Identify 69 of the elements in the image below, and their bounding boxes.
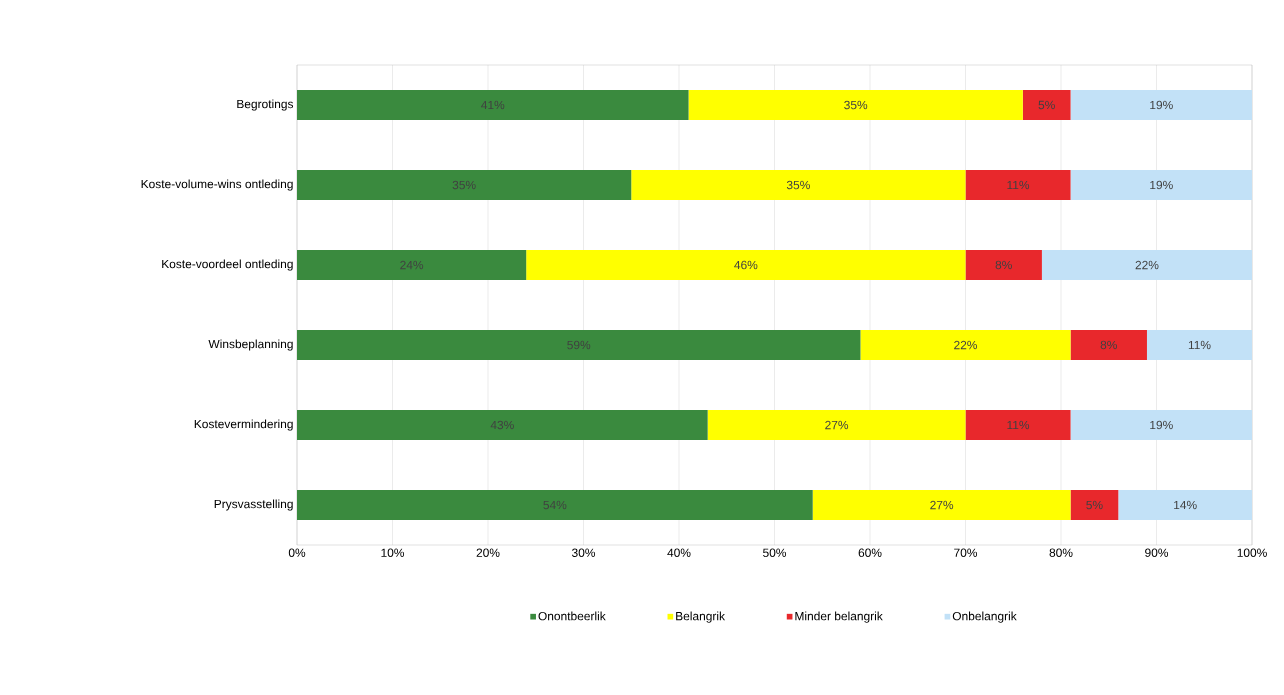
data-label: 14% xyxy=(1174,500,1197,510)
data-label: 11% xyxy=(1188,340,1211,350)
legend-label: Minder belangrik xyxy=(795,611,883,623)
data-label: 5% xyxy=(1038,100,1055,110)
bar xyxy=(631,170,966,200)
x-tick-label: 10% xyxy=(381,548,405,557)
data-label: 22% xyxy=(1135,260,1159,270)
x-tick-label: 100% xyxy=(1237,548,1267,557)
x-tick-label: 70% xyxy=(954,548,978,557)
data-label: 24% xyxy=(400,260,424,270)
data-label: 8% xyxy=(1100,340,1117,350)
bar xyxy=(965,250,1042,280)
bar xyxy=(1070,90,1253,120)
bar xyxy=(965,170,1071,200)
data-label: 46% xyxy=(734,260,758,270)
data-label: 59% xyxy=(567,340,591,350)
x-tick-label: 20% xyxy=(476,548,500,557)
y-tick-label: Koste-voordeel ontleding xyxy=(162,259,293,271)
data-label: 11% xyxy=(1007,180,1030,190)
x-tick-label: 40% xyxy=(667,548,691,557)
bar xyxy=(1118,490,1253,520)
data-label: 35% xyxy=(844,100,868,110)
bar xyxy=(297,170,632,200)
legend-label: Onontbeerlik xyxy=(538,611,606,621)
legend-label: Belangrik xyxy=(676,611,726,623)
x-tick-label: 80% xyxy=(1049,548,1073,557)
data-label: 27% xyxy=(825,420,849,430)
legend-label: Onbelangrik xyxy=(952,611,1017,623)
bar xyxy=(1070,410,1253,440)
y-tick-label: Begrotings xyxy=(237,99,294,111)
x-tick-label: 90% xyxy=(1145,548,1169,557)
bar xyxy=(297,410,708,440)
bar xyxy=(860,330,1071,360)
y-tick-label: Koste-volume-wins ontleding xyxy=(141,179,293,191)
data-label: 41% xyxy=(481,100,505,110)
data-label: 11% xyxy=(1007,420,1030,430)
y-tick-label: Winsbeplanning xyxy=(208,339,293,351)
bar xyxy=(1070,330,1147,360)
bar xyxy=(297,490,813,520)
x-tick-label: 30% xyxy=(571,548,596,557)
x-tick-label: 60% xyxy=(858,548,882,557)
data-label: 19% xyxy=(1150,420,1173,430)
data-label: 19% xyxy=(1150,180,1173,190)
bar xyxy=(1041,250,1253,280)
bar xyxy=(526,250,966,280)
data-label: 19% xyxy=(1150,100,1173,110)
bar xyxy=(297,330,861,360)
bar xyxy=(965,410,1071,440)
data-label: 22% xyxy=(954,340,978,350)
bar xyxy=(297,250,527,280)
y-tick-label: Kostevermindering xyxy=(194,419,293,431)
bar xyxy=(1022,90,1071,120)
bar xyxy=(1146,330,1253,360)
data-label: 5% xyxy=(1086,500,1103,510)
bar xyxy=(1070,170,1253,200)
data-label: 35% xyxy=(786,180,810,190)
y-tick-label: Prysvasstelling xyxy=(214,499,293,511)
data-label: 8% xyxy=(995,260,1012,270)
x-tick-label: 0% xyxy=(288,548,306,557)
data-label: 54% xyxy=(543,500,567,510)
data-label: 43% xyxy=(490,420,514,430)
bar xyxy=(297,90,689,120)
bar xyxy=(1070,490,1119,520)
bar xyxy=(688,90,1023,120)
data-label: 35% xyxy=(452,180,476,190)
data-label: 27% xyxy=(930,500,954,510)
x-tick-label: 50% xyxy=(763,548,787,557)
bar xyxy=(812,490,1071,520)
bar xyxy=(707,410,966,440)
